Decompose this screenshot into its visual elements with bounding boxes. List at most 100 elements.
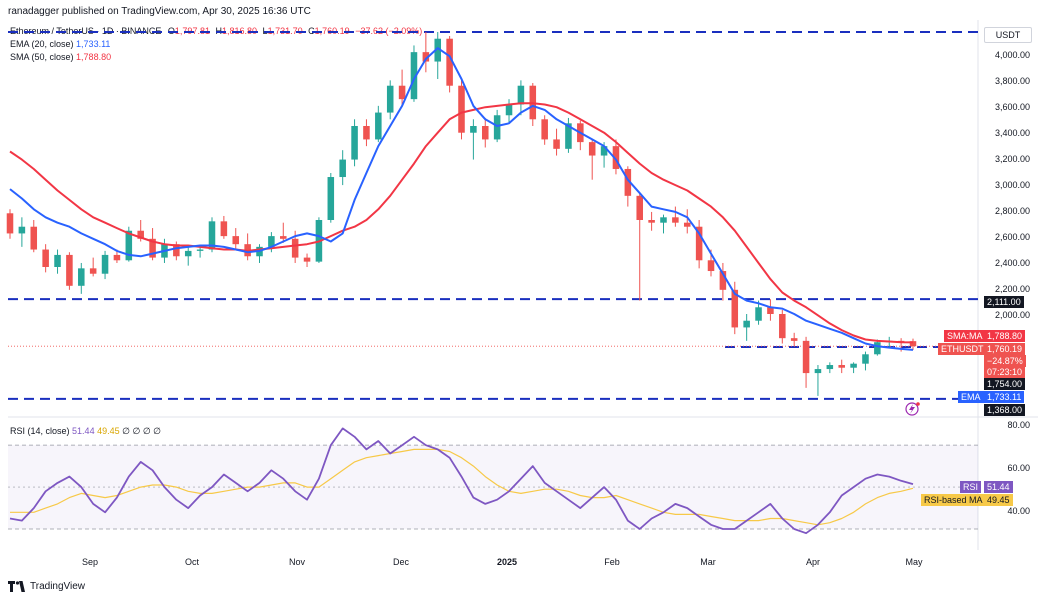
candle-body bbox=[18, 226, 26, 234]
ema-legend[interactable]: EMA (20, close) 1,733.11 bbox=[10, 39, 110, 49]
rsi-legend-label: RSI (14, close) bbox=[10, 426, 70, 436]
candle-body bbox=[149, 238, 156, 258]
bolt-shape bbox=[909, 404, 915, 414]
candle-body bbox=[731, 289, 739, 328]
candle-body bbox=[208, 221, 216, 250]
candle-body bbox=[636, 195, 643, 220]
candle-body bbox=[375, 112, 382, 140]
candle-body bbox=[493, 115, 501, 140]
candle-body bbox=[89, 268, 97, 274]
sma-tag-label: SMA:MA bbox=[944, 330, 986, 342]
ohlc-close-label: C bbox=[308, 26, 315, 36]
candle-body bbox=[624, 168, 632, 196]
sma-legend[interactable]: SMA (50, close) 1,788.80 bbox=[10, 52, 111, 62]
candle-body bbox=[802, 340, 810, 374]
price-tick: 3,600.00 bbox=[994, 102, 1030, 112]
level-1754-tag: 1,754.00 bbox=[984, 378, 1026, 390]
candle-body bbox=[291, 238, 299, 258]
ohlc-change: −37.62 (−2.09%) bbox=[355, 26, 423, 36]
published-header: ranadagger published on TradingView.com,… bbox=[8, 6, 311, 17]
rsi-legend[interactable]: RSI (14, close) 51.44 49.45 ∅ ∅ ∅ ∅ bbox=[10, 426, 161, 437]
time-tick: May bbox=[905, 557, 923, 567]
currency-button[interactable]: USDT bbox=[984, 27, 1032, 43]
sma-legend-label: SMA (50, close) bbox=[10, 52, 74, 62]
price-tick: 2,800.00 bbox=[994, 206, 1030, 216]
rsi-ma-legend-value: 49.45 bbox=[97, 426, 120, 436]
price-tick: 4,000.00 bbox=[994, 50, 1030, 60]
symbol-title[interactable]: Ethereum / TetherUS · 1D · BINANCE bbox=[10, 26, 162, 36]
rsi-tick: 40.00 bbox=[1007, 506, 1030, 516]
candle-body bbox=[434, 38, 442, 62]
rsi-legend-placeholders: ∅ ∅ ∅ ∅ bbox=[122, 426, 162, 436]
candle-body bbox=[648, 220, 655, 223]
price-tick: 3,000.00 bbox=[994, 180, 1030, 190]
tradingview-logo-icon bbox=[8, 581, 25, 592]
candle-body bbox=[838, 365, 845, 368]
sma-tag-value: 1,788.80 bbox=[984, 330, 1026, 342]
candle-body bbox=[470, 126, 477, 133]
candle-body bbox=[565, 123, 572, 149]
candle-body bbox=[707, 260, 715, 272]
time-tick: Nov bbox=[288, 557, 306, 567]
sma-50-line bbox=[9, 102, 914, 344]
candle-body bbox=[339, 159, 346, 178]
candle-body bbox=[862, 354, 869, 364]
candle-body bbox=[351, 126, 358, 160]
time-tick: Feb bbox=[604, 557, 620, 567]
candle-body bbox=[78, 268, 85, 286]
candle-body bbox=[6, 213, 14, 234]
candle-body bbox=[125, 230, 133, 261]
candle-body bbox=[398, 85, 406, 100]
price-tick: 3,400.00 bbox=[994, 128, 1030, 138]
candle-body bbox=[280, 236, 287, 239]
candle-body bbox=[410, 52, 418, 100]
rsi-tick: 80.00 bbox=[1007, 420, 1030, 430]
candle-body bbox=[767, 307, 774, 314]
candle-body bbox=[30, 226, 38, 250]
level-1368-tag: 1,368.00 bbox=[984, 404, 1026, 416]
candle-body bbox=[553, 139, 560, 149]
candle-body bbox=[137, 230, 144, 239]
eth-tag-change: −24.87% bbox=[984, 355, 1026, 367]
candle-body bbox=[303, 257, 311, 262]
candle-body bbox=[363, 126, 370, 140]
candle-body bbox=[101, 254, 109, 274]
candle-body bbox=[42, 249, 49, 267]
rsi-ma-tag-label: RSI-based MA bbox=[921, 494, 986, 506]
time-tick: Oct bbox=[184, 557, 200, 567]
candle-body bbox=[505, 104, 513, 116]
candle-body bbox=[660, 217, 667, 223]
alert-lightning-icon bbox=[905, 402, 920, 416]
rsi-line bbox=[9, 427, 914, 535]
ema-20-line bbox=[9, 47, 914, 351]
tradingview-footer[interactable]: TradingView bbox=[8, 581, 85, 592]
ema-tag-label: EMA bbox=[958, 391, 984, 403]
eth-tag-label: ETHUSDT bbox=[938, 343, 987, 355]
candle-body bbox=[683, 222, 691, 227]
price-tick: 2,400.00 bbox=[994, 258, 1030, 268]
time-tick: Apr bbox=[805, 557, 821, 567]
level-2111-tag: 2,111.00 bbox=[984, 296, 1024, 308]
candle-body bbox=[743, 320, 750, 328]
candle-body bbox=[672, 217, 679, 223]
rsi-ma-tag-value: 49.45 bbox=[984, 494, 1013, 506]
candle-body bbox=[790, 338, 798, 341]
candle-body bbox=[54, 254, 61, 267]
candle-body bbox=[184, 250, 192, 257]
candle-body bbox=[66, 254, 73, 286]
price-tick: 3,200.00 bbox=[994, 154, 1030, 164]
candle-body bbox=[386, 85, 394, 113]
candle-body bbox=[826, 365, 834, 370]
price-tick: 2,600.00 bbox=[994, 232, 1030, 242]
rsi-tag-label: RSI bbox=[960, 481, 982, 493]
candle-body bbox=[600, 146, 608, 156]
rsi-tag-value: 51.44 bbox=[984, 481, 1013, 493]
candle-body bbox=[755, 307, 762, 321]
candle-body bbox=[196, 249, 204, 251]
candle-body bbox=[541, 119, 548, 140]
candle-body bbox=[517, 85, 525, 105]
candle-body bbox=[220, 221, 228, 237]
time-tick: Dec bbox=[392, 557, 410, 567]
candle-body bbox=[850, 363, 857, 368]
